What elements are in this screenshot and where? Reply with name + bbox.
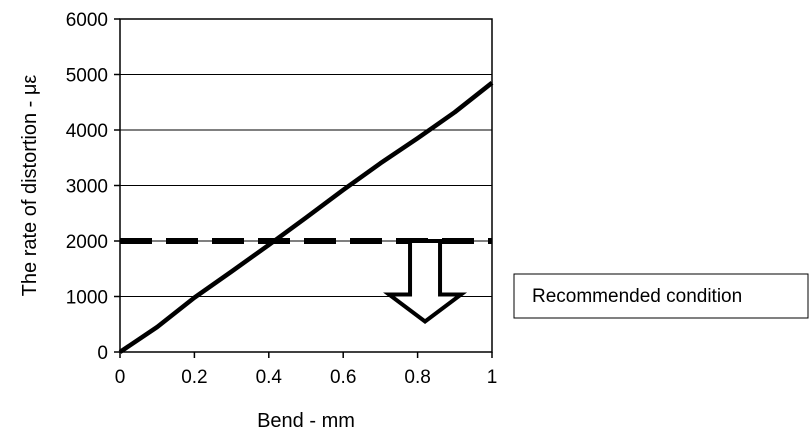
recommended-annotation: Recommended condition: [383, 239, 809, 324]
y-tick-label: 2000: [66, 232, 108, 253]
series-layer: [118, 81, 494, 354]
annotation-label: Recommended condition: [532, 286, 742, 307]
series-line-distortion: [118, 81, 494, 354]
y-tick-label: 6000: [66, 10, 108, 31]
x-tick-label: 0.6: [330, 367, 356, 388]
y-axis-title: The rate of distortion - με: [19, 75, 41, 297]
x-tick-label: 1: [487, 367, 498, 388]
y-tick-label: 3000: [66, 177, 108, 198]
x-tick-label: 0.2: [181, 367, 207, 388]
annotation-box: [513, 273, 809, 319]
axis-ticks: 0 1000 2000 3000 4000 5000 6000 0 0.2 0.4 0.6 0.8 1: [66, 10, 498, 388]
y-tick-label: 0: [97, 343, 108, 364]
y-tick-label: 5000: [66, 66, 108, 87]
x-tick-label: 0.8: [404, 367, 430, 388]
x-tick-label: 0.4: [256, 367, 283, 388]
y-tick-label: 4000: [66, 121, 108, 142]
down-arrow-icon: [383, 239, 468, 324]
x-tick-label: 0: [115, 367, 126, 388]
y-tick-label: 1000: [66, 288, 108, 309]
x-axis-title: Bend - mm: [257, 410, 355, 432]
